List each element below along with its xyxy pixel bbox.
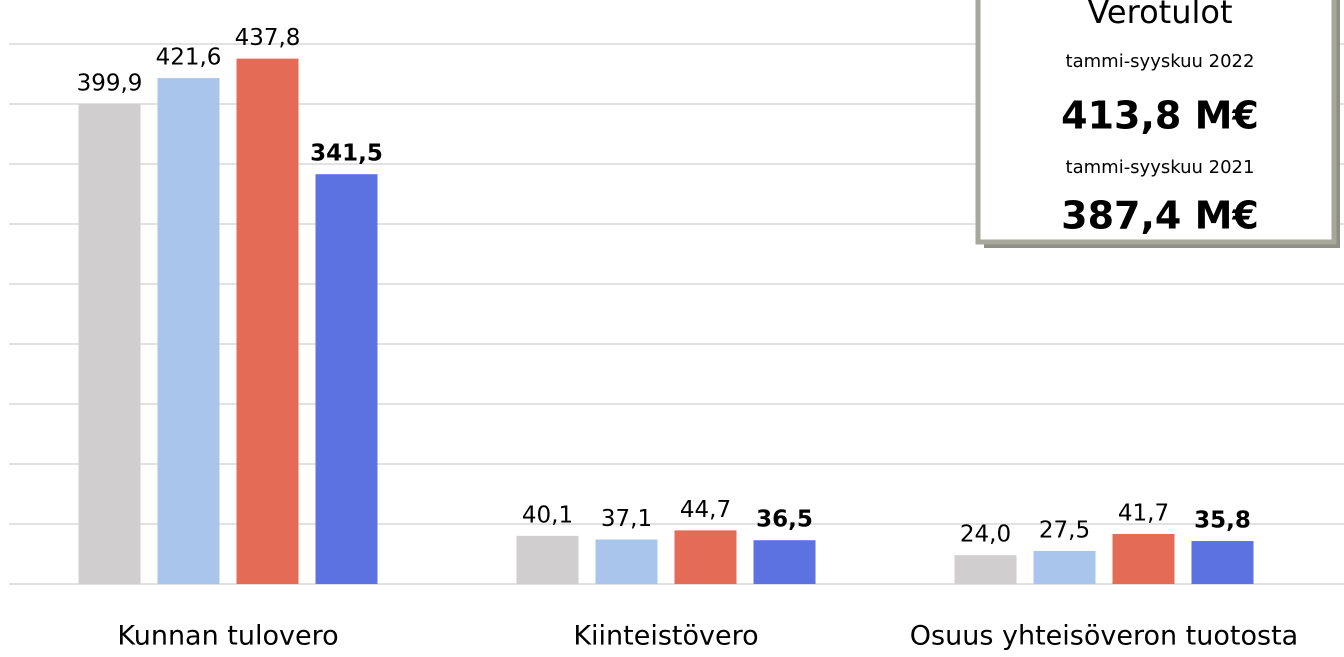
bar (315, 174, 378, 584)
x-tick-label: Kiinteistövero (573, 621, 758, 652)
data-label: 37,1 (601, 506, 652, 532)
bar (516, 535, 579, 584)
bar (753, 540, 816, 584)
bar (157, 78, 220, 584)
data-label: 35,8 (1194, 508, 1251, 534)
box-title: Verotulot (1088, 0, 1233, 31)
box-label: tammi-syyskuu 2021 (1066, 157, 1255, 178)
plot: Kunnan tulovero 399,9 421,6 437,8 341,5 Kiint… (9, 25, 1344, 652)
box-value: 387,4 M€ (1061, 194, 1259, 238)
bar (595, 539, 658, 584)
bar (1033, 551, 1096, 584)
annotation-box: Verotulot tammi-syyskuu 2022 413,8 M€ ta… (975, 0, 1340, 248)
box-value: 413,8 M€ (1061, 94, 1259, 138)
data-label: 341,5 (310, 141, 383, 167)
box-label: tammi-syyskuu 2022 (1066, 51, 1255, 72)
data-label: 421,6 (156, 45, 222, 71)
bar (236, 58, 299, 584)
box (975, 0, 1337, 245)
data-label: 36,5 (756, 507, 813, 533)
bar (674, 530, 737, 584)
data-label: 437,8 (235, 25, 301, 51)
data-label: 24,0 (960, 522, 1011, 548)
bar (954, 555, 1017, 584)
x-tick-label: Osuus yhteisöveron tuotosta (910, 621, 1298, 652)
data-label: 399,9 (77, 71, 143, 97)
data-label: 27,5 (1039, 518, 1090, 544)
x-tick-label: Kunnan tulovero (117, 621, 338, 652)
bar (78, 104, 141, 585)
bar (1191, 541, 1254, 584)
data-label: 41,7 (1118, 500, 1169, 526)
data-label: 40,1 (522, 502, 573, 528)
data-label: 44,7 (680, 497, 731, 523)
bar (1112, 533, 1175, 584)
